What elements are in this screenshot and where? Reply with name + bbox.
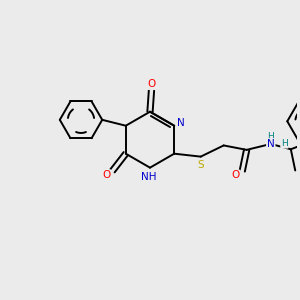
Text: H: H xyxy=(267,131,274,140)
Text: N: N xyxy=(267,139,275,149)
Text: N: N xyxy=(177,118,184,128)
Text: O: O xyxy=(232,170,240,181)
Text: H: H xyxy=(281,139,288,148)
Text: S: S xyxy=(197,160,204,170)
Text: O: O xyxy=(102,170,110,180)
Text: O: O xyxy=(147,79,156,89)
Text: NH: NH xyxy=(141,172,156,182)
